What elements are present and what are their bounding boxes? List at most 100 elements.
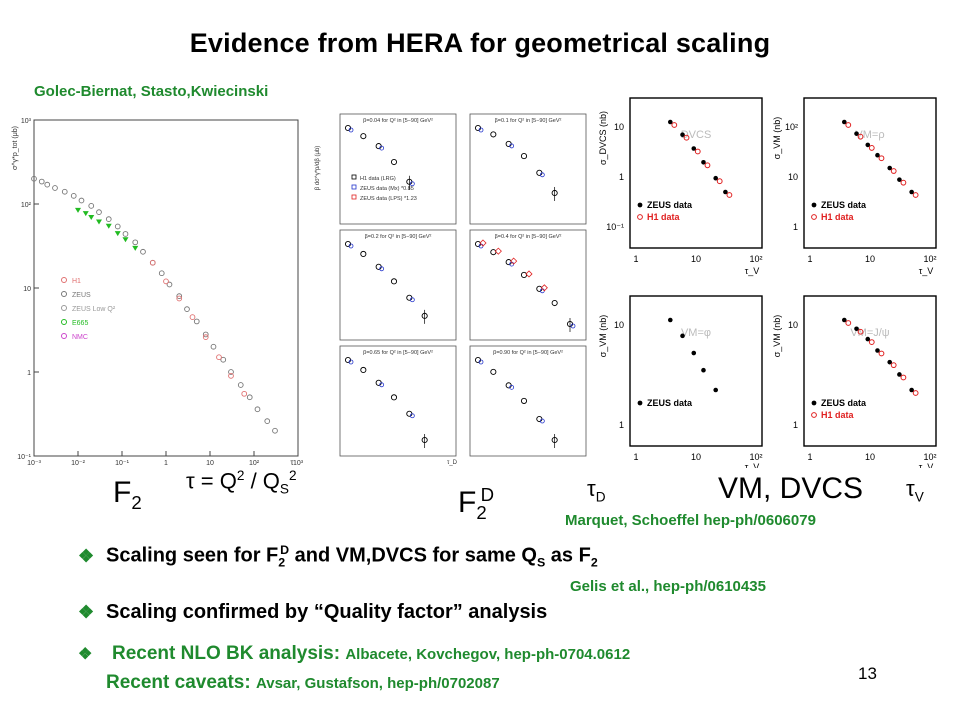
f2-x-tick-label: 1 bbox=[164, 460, 168, 467]
f2-point-e665 bbox=[95, 219, 102, 225]
vm-legend-label-zeus: ZEUS data bbox=[821, 200, 867, 210]
f2-point-h1 bbox=[189, 314, 196, 320]
vm-y-tick-label: 10 bbox=[614, 122, 624, 132]
vm-point-zeus bbox=[909, 387, 914, 393]
nlo-line: ❖ Recent NLO BK analysis: Albacete, Kovch… bbox=[78, 643, 630, 665]
f2-legend-marker bbox=[61, 333, 67, 339]
bullet1-text-a: Scaling seen for F bbox=[106, 544, 279, 567]
f2d-point-zeus-mx bbox=[539, 418, 545, 424]
tau-v-sub: V bbox=[914, 489, 924, 505]
f2-point-zeus bbox=[70, 193, 77, 199]
f2-point-zeus bbox=[246, 394, 253, 401]
vm-legend-label-h1: H1 data bbox=[821, 410, 855, 420]
vm-legend-marker-h1 bbox=[811, 412, 817, 418]
f2-point-zeus bbox=[61, 188, 68, 195]
vm-legend-label-zeus: ZEUS data bbox=[647, 200, 693, 210]
f2-point-h1 bbox=[176, 295, 183, 302]
vm-y-tick-label: 1 bbox=[619, 172, 624, 182]
bullet1-sub: 2 bbox=[278, 555, 286, 570]
tau-eq-text: τ = Q bbox=[186, 468, 237, 494]
f2d-point-zeus-mx bbox=[570, 323, 576, 329]
f2-point-h1 bbox=[228, 372, 234, 379]
f2-point-zeus bbox=[166, 281, 173, 288]
f2-point-e665 bbox=[132, 245, 139, 251]
vm-x-tick-label: 1 bbox=[807, 452, 812, 462]
vm-point-h1 bbox=[912, 192, 919, 198]
vm-point-zeus bbox=[691, 350, 697, 356]
f2d-subpanel-label: β=0.65 for Q² in [5−90] GeV² bbox=[363, 350, 433, 356]
f2d-label-text: F bbox=[458, 486, 477, 519]
vm-x-axis-label: τ_V bbox=[919, 266, 934, 276]
f2-point-zeus bbox=[184, 306, 190, 313]
tau-slash-text: / Q bbox=[244, 468, 280, 494]
f2-x-tick-label: 10⁻¹ bbox=[115, 460, 129, 467]
vm-point-h1 bbox=[868, 145, 875, 151]
f2d-point-zeus-lps bbox=[525, 270, 533, 278]
bullet-scaling-seen: ❖ Scaling seen for F2D and VM,DVCS for sa… bbox=[78, 543, 598, 570]
f2-x-tick-label: 10³ bbox=[293, 460, 304, 467]
vm-dvcs-label: VM, DVCS bbox=[718, 472, 864, 505]
vm-y-tick-label: 1 bbox=[793, 420, 798, 430]
f2d-point-h1 bbox=[390, 158, 398, 166]
f2d-point-zeus-mx bbox=[348, 243, 354, 249]
vm-point-zeus bbox=[875, 152, 880, 158]
f2d-subpanel-frame bbox=[339, 229, 457, 341]
vm-point-h1 bbox=[900, 179, 907, 186]
f2-scaling-plot: 10⁻³ 10⁻² 10⁻¹ 1 10 10² 10³10⁻¹11010²10³σ^γ*p_… bbox=[12, 118, 304, 467]
f2d-subpanel-label: β=0.90 for Q² in [5−90] GeV² bbox=[493, 350, 563, 356]
vm-x-tick-label: 10 bbox=[691, 254, 701, 264]
vm-point-h1 bbox=[857, 328, 864, 335]
f2d-legend-marker bbox=[351, 194, 357, 200]
f2-point-zeus bbox=[52, 185, 58, 191]
slide-title: Evidence from HERA for geometrical scali… bbox=[189, 28, 771, 58]
vm-legend-label-h1: H1 data bbox=[647, 212, 681, 222]
f2d-point-zeus-mx bbox=[348, 359, 354, 365]
f2d-point-h1 bbox=[520, 153, 528, 160]
f2-point-zeus bbox=[114, 223, 121, 230]
f2-legend-marker bbox=[61, 291, 67, 297]
f2-legend-label: H1 bbox=[72, 278, 81, 285]
bullet1-f2-sub: 2 bbox=[590, 555, 598, 570]
f2-x-tick-label: 10⁻² bbox=[71, 460, 85, 467]
vm-subpanel-frame bbox=[629, 97, 763, 249]
bullet2-text: Scaling confirmed by “Quality factor” an… bbox=[106, 601, 548, 623]
vm-x-axis-label: τ_V bbox=[919, 462, 934, 468]
vm-point-h1 bbox=[900, 374, 907, 381]
f2d-legend-label: ZEUS data (Mx) *0.85 bbox=[360, 186, 414, 192]
f2d-subpanel-label: β=0.2 for Q² in [5−90] GeV² bbox=[365, 234, 432, 240]
f2-point-zeus bbox=[78, 197, 85, 204]
vm-point-zeus bbox=[865, 336, 871, 342]
f2d-x-axis-label: τ_D bbox=[447, 460, 458, 466]
f2-label-sub: 2 bbox=[131, 492, 142, 513]
f2d-point-zeus-mx bbox=[478, 127, 484, 133]
vm-y-axis-label: σ_VM (nb) bbox=[598, 315, 608, 358]
vm-legend-label-zeus: ZEUS data bbox=[647, 398, 693, 408]
vm-legend-marker-h1 bbox=[811, 214, 817, 220]
f2-point-h1 bbox=[216, 354, 222, 361]
f2-point-zeus bbox=[96, 209, 102, 215]
vm-point-h1 bbox=[857, 133, 864, 140]
vm-point-zeus bbox=[713, 387, 719, 393]
f2d-point-zeus-mx bbox=[409, 297, 415, 303]
vm-x-tick-label: 10 bbox=[691, 452, 701, 462]
vm-point-zeus bbox=[897, 372, 902, 377]
vm-dvcs-plot-panel: DVCS σ_DVCS (nb) 10⁻¹ 1 10 1 10 10² τ_V ZEUS data… bbox=[592, 84, 944, 468]
vm-y-tick-label: 10 bbox=[614, 320, 624, 330]
vm-point-h1 bbox=[890, 168, 897, 174]
f2-point-zeus bbox=[105, 216, 112, 223]
f2d-point-zeus-mx bbox=[348, 127, 354, 133]
f2d-point-zeus-mx bbox=[379, 382, 385, 388]
diamond-bullet-icon: ❖ bbox=[78, 545, 95, 566]
tau-d-text: τ bbox=[587, 476, 596, 501]
vm-point-zeus bbox=[875, 348, 880, 353]
vm-y-tick-label: 10 bbox=[788, 320, 798, 330]
vm-point-zeus bbox=[680, 333, 685, 339]
f2-y-tick-label: 10³ bbox=[21, 118, 32, 125]
f2-point-h1 bbox=[149, 259, 156, 266]
f2d-point-zeus-mx bbox=[379, 266, 385, 272]
vm-point-h1 bbox=[845, 122, 852, 128]
vm-subpanel-frame bbox=[629, 295, 763, 447]
tau-s-sup: 2 bbox=[289, 468, 297, 483]
f2-point-h1 bbox=[163, 278, 169, 285]
